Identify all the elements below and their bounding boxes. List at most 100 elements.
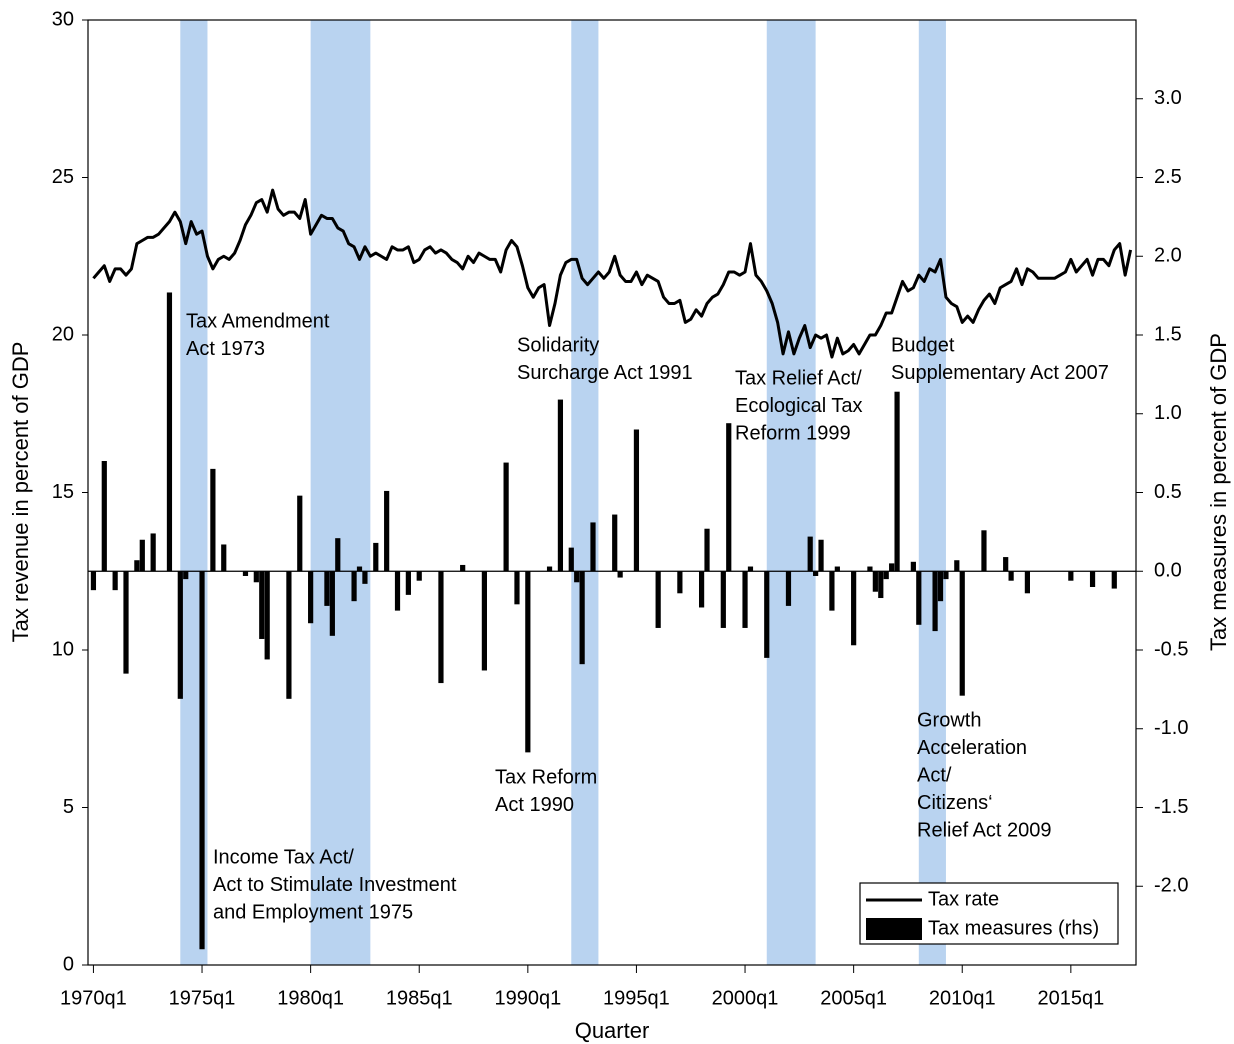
bar: [910, 561, 916, 572]
annotation: Income Tax Act/: [213, 846, 354, 868]
annotation: Citizens‘: [917, 792, 993, 814]
bar: [1024, 571, 1030, 594]
bar: [259, 571, 265, 639]
bar: [633, 429, 640, 572]
x-axis-title: Quarter: [575, 1018, 650, 1043]
bar: [937, 571, 944, 602]
annotation: Solidarity: [517, 334, 599, 356]
bar: [1003, 557, 1009, 572]
x-tick-label: 1995q1: [603, 987, 670, 1009]
bar: [959, 571, 965, 696]
plot-layer: [88, 20, 1136, 965]
annotation: Budget: [891, 334, 955, 356]
bar: [514, 571, 520, 605]
bar: [889, 563, 895, 572]
bar: [883, 571, 889, 580]
bar: [90, 571, 97, 591]
bar: [785, 571, 792, 606]
bar: [335, 538, 341, 572]
bar: [932, 571, 938, 632]
bar: [356, 566, 363, 572]
bar: [720, 571, 726, 628]
annotation: Act 1973: [186, 338, 265, 360]
bar: [166, 292, 173, 572]
bar: [568, 547, 574, 572]
bar: [199, 571, 205, 950]
x-tick-label: 2010q1: [929, 987, 996, 1009]
bar: [1089, 571, 1096, 587]
y2-tick-label: -2.0: [1154, 875, 1188, 897]
bar: [747, 566, 754, 572]
bar: [813, 571, 819, 576]
bar: [351, 571, 357, 602]
annotation: Reform 1999: [735, 422, 851, 444]
annotation: Acceleration: [917, 737, 1027, 759]
annotation: Tax Reform: [495, 766, 597, 788]
bar: [210, 468, 216, 572]
bar: [416, 571, 422, 581]
x-tick-label: 2000q1: [712, 987, 779, 1009]
bar: [221, 544, 227, 572]
y-axis-title: Tax revenue in percent of GDP: [8, 342, 33, 643]
bar: [764, 571, 770, 658]
bar: [1008, 571, 1014, 581]
y2-tick-label: 1.0: [1154, 402, 1182, 424]
bar: [253, 571, 259, 583]
bar: [546, 566, 553, 572]
line: [92, 188, 1133, 359]
annotation: Growth: [917, 709, 981, 731]
x-tick-label: 2015q1: [1037, 987, 1104, 1009]
bar: [329, 571, 335, 636]
bar: [308, 571, 314, 624]
bar: [286, 571, 292, 699]
bar: [183, 571, 189, 580]
bar: [726, 423, 732, 572]
annotation: Act 1990: [495, 794, 574, 816]
x-tick-label: 1985q1: [386, 987, 453, 1009]
y-tick-label: 10: [52, 638, 74, 660]
bar: [943, 571, 949, 580]
bar: [438, 571, 444, 684]
bar: [698, 571, 705, 608]
bar: [503, 462, 509, 572]
y2-tick-label: -1.0: [1154, 717, 1188, 739]
bar: [677, 571, 683, 594]
shaded-period: [571, 20, 599, 965]
annotation: and Employment 1975: [213, 901, 413, 923]
bar: [742, 571, 748, 628]
annotation: Act/: [917, 764, 952, 786]
y2-tick-label: 3.0: [1154, 87, 1182, 109]
bar: [1111, 571, 1117, 589]
y2-tick-label: 2.0: [1154, 245, 1182, 267]
bar: [525, 571, 531, 753]
legend-swatch: [866, 918, 922, 940]
bar: [981, 530, 987, 572]
y2-tick-label: -1.5: [1154, 796, 1188, 818]
bar: [297, 495, 303, 572]
bar: [818, 539, 824, 572]
bar: [807, 536, 813, 572]
bar: [916, 571, 922, 625]
bar: [460, 564, 466, 572]
bar: [574, 571, 580, 583]
y-tick-label: 30: [52, 8, 74, 30]
legend-label: Tax rate: [928, 888, 999, 910]
bar: [867, 566, 873, 572]
bar: [177, 571, 183, 699]
bar: [373, 542, 379, 572]
annotation: Tax Amendment: [186, 310, 330, 332]
legend-label: Tax measures (rhs): [928, 917, 1099, 939]
shaded-period: [918, 20, 946, 965]
shaded-period: [766, 20, 816, 965]
x-tick-label: 2005q1: [820, 987, 887, 1009]
bar: [579, 571, 585, 665]
bar: [872, 571, 878, 592]
y2-tick-label: 2.5: [1154, 166, 1182, 188]
y2-tick-label: 0.0: [1154, 560, 1182, 582]
bar: [612, 514, 618, 572]
bar: [405, 571, 411, 595]
x-tick-label: 1990q1: [494, 987, 561, 1009]
annotation: Relief Act 2009: [917, 820, 1052, 842]
y2-tick-label: 0.5: [1154, 481, 1182, 503]
bar: [1068, 571, 1074, 581]
